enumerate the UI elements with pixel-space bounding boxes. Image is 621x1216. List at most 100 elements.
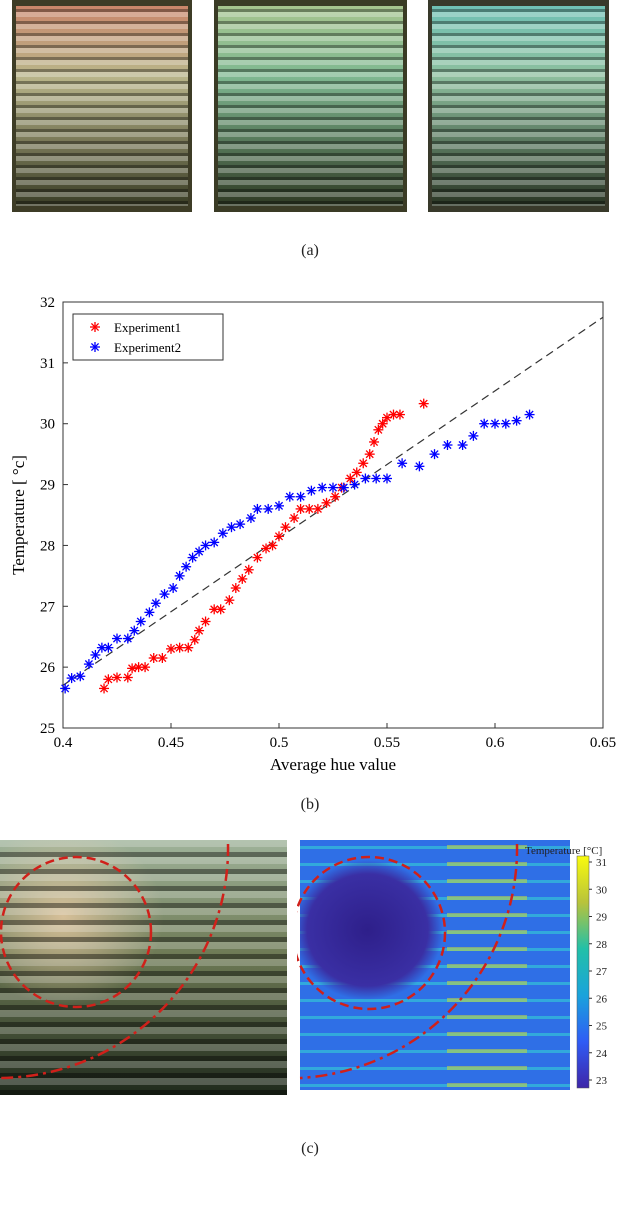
series-experiment1	[99, 398, 429, 694]
data-point	[479, 418, 490, 429]
data-point	[289, 513, 300, 524]
data-point	[295, 503, 306, 514]
data-point	[468, 430, 479, 441]
y-tick-label: 28	[40, 538, 55, 554]
outer-arc	[0, 843, 230, 1080]
data-point	[304, 503, 315, 514]
temperature-map: Temperature [°C] 31 30 29 28 27 26 25 24 23	[297, 840, 608, 1090]
data-point	[112, 672, 122, 683]
data-point	[150, 598, 161, 609]
data-point	[371, 473, 382, 484]
data-point	[189, 634, 200, 645]
data-point	[312, 503, 323, 514]
colorbar-tick-label: 26	[596, 993, 608, 1005]
colorbar-tick-label: 27	[596, 966, 608, 978]
data-point	[280, 522, 291, 533]
data-point	[418, 398, 429, 409]
data-point	[99, 683, 110, 694]
x-tick-label: 0.45	[158, 735, 184, 751]
data-point	[181, 561, 192, 572]
data-point	[245, 513, 256, 524]
data-point	[103, 674, 114, 685]
data-point	[364, 449, 375, 460]
series-experiment2	[60, 409, 535, 694]
data-point	[284, 491, 295, 502]
data-point	[122, 633, 133, 644]
fit-line	[62, 316, 604, 686]
colorbar-tick-label: 29	[596, 912, 608, 924]
y-axis-label: Temperature [ °c]	[9, 455, 28, 575]
colorbar-title: Temperature [°C]	[525, 845, 602, 857]
legend-box	[72, 313, 224, 361]
caption-b: (b)	[300, 796, 320, 813]
data-point	[295, 491, 306, 502]
data-point	[490, 418, 500, 429]
data-point	[217, 528, 228, 539]
data-point	[345, 473, 356, 484]
data-point	[174, 642, 185, 653]
data-point	[66, 673, 77, 684]
data-point	[215, 604, 226, 615]
data-point	[373, 424, 384, 435]
inner-circle	[0, 855, 153, 1009]
data-point	[129, 625, 140, 636]
plot-area: 0.4 0.45 0.5 0.55 0.6 0.65 25 26 27 28 29 30 31 32 Ave…	[9, 295, 616, 774]
legend: Experiment1 Experiment2	[72, 313, 224, 361]
data-point	[157, 653, 168, 664]
data-point	[429, 449, 440, 460]
colorbar-ticks: 31 30 29 28 27 26 25 24 23	[589, 857, 608, 1087]
data-point	[500, 418, 511, 429]
y-tick-label: 30	[40, 417, 55, 433]
colorbar-tick-label: 30	[596, 884, 608, 896]
data-point	[397, 458, 408, 469]
data-point	[338, 482, 349, 493]
x-axis-label: Average hue value	[270, 755, 396, 774]
data-point	[457, 440, 468, 451]
data-point	[90, 649, 101, 660]
colorbar-tick-label: 31	[596, 857, 607, 869]
data-point	[360, 473, 371, 484]
y-tick-label: 29	[40, 478, 55, 494]
data-point	[442, 440, 453, 451]
x-tick-label: 0.4	[54, 735, 73, 751]
photo-1	[12, 0, 192, 212]
plot-frame	[62, 301, 604, 729]
data-point	[166, 643, 176, 654]
caption-c: (c)	[301, 1140, 319, 1157]
data-point	[200, 540, 211, 551]
data-point	[414, 461, 425, 472]
data-point	[135, 616, 146, 627]
data-point	[235, 519, 246, 530]
data-point	[317, 482, 328, 493]
data-point	[243, 564, 254, 575]
x-tick-label: 0.65	[590, 735, 616, 751]
data-point	[140, 662, 151, 673]
photo-3	[428, 0, 609, 212]
data-point	[274, 531, 284, 542]
data-point	[382, 473, 392, 484]
data-point	[349, 479, 360, 490]
x-tick-label: 0.55	[374, 735, 400, 751]
data-point	[267, 540, 278, 551]
y-tick-label: 31	[40, 356, 55, 372]
data-point	[377, 418, 388, 429]
scatter-chart: 0.4 0.45 0.5 0.55 0.6 0.65 25 26 27 28 29 30 31 32 Ave…	[9, 295, 616, 774]
data-point	[263, 503, 274, 514]
data-point	[252, 503, 263, 514]
data-point	[394, 409, 405, 420]
data-point	[60, 683, 71, 694]
y-tick-label: 25	[40, 721, 55, 737]
data-point	[194, 546, 205, 557]
data-point	[148, 653, 159, 664]
data-point	[328, 482, 338, 493]
data-point	[358, 458, 369, 469]
data-point	[237, 573, 248, 584]
data-point	[252, 552, 263, 563]
photo-strip-a	[12, 0, 609, 212]
colorbar-tick-label: 23	[596, 1075, 608, 1087]
colorbar-tick-label: 25	[596, 1021, 608, 1033]
data-point	[200, 616, 211, 627]
data-point	[144, 607, 155, 618]
photo-2	[214, 0, 407, 212]
data-point	[321, 497, 332, 508]
